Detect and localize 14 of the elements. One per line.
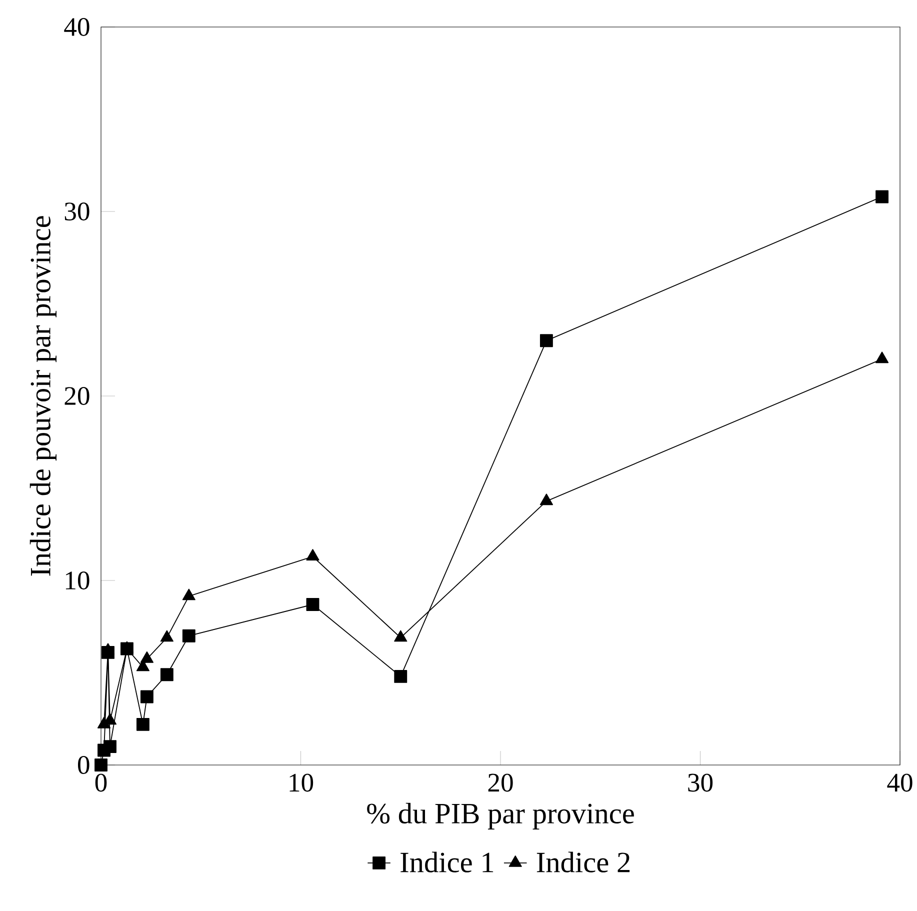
y-tick-label: 10 [66, 572, 90, 590]
x-tick-label: 40 [887, 774, 912, 792]
y-tick-label: 20 [64, 387, 90, 405]
x-tick-label: 0 [95, 774, 107, 792]
y-tick-label: 30 [64, 202, 90, 220]
y-axis-title: Indice de pouvoir par province [30, 216, 56, 576]
x-tick-label: 30 [688, 774, 713, 792]
x-tick-label: 10 [290, 774, 314, 792]
y-tick-label: 40 [64, 18, 90, 36]
x-tick-label: 20 [488, 774, 513, 792]
legend-label: Indice 2 [536, 852, 630, 872]
x-axis-title: % du PIB par province [367, 802, 634, 830]
y-tick-label: 0 [78, 756, 90, 774]
legend-label: Indice 1 [400, 852, 494, 872]
